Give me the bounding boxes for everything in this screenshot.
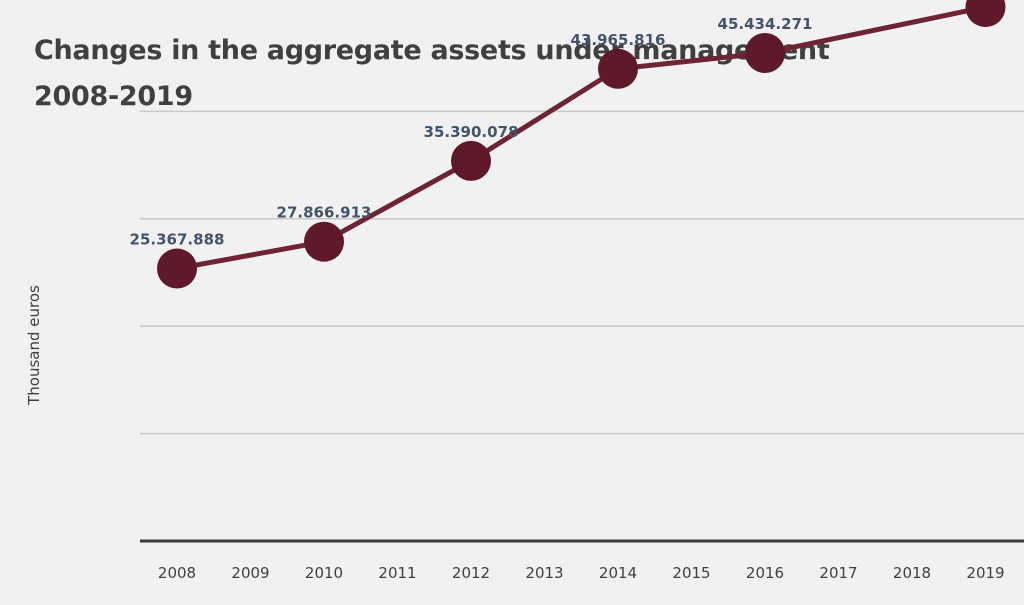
x-tick-label: 2015 bbox=[672, 564, 710, 582]
data-label: 35.390.078 bbox=[424, 123, 519, 141]
chart-title: Changes in the aggregate assets under ma… bbox=[34, 35, 830, 112]
x-tick-label: 2013 bbox=[525, 564, 563, 582]
data-label: 45.434.271 bbox=[718, 15, 813, 33]
x-tick-label: 2011 bbox=[378, 564, 416, 582]
x-tick-label: 2014 bbox=[599, 564, 637, 582]
x-tick-label: 2018 bbox=[893, 564, 931, 582]
data-point-marker bbox=[304, 221, 344, 262]
series-line bbox=[176, 4, 987, 272]
data-point-marker bbox=[451, 140, 491, 181]
data-label: 43.965.816 bbox=[571, 31, 666, 49]
x-tick-label: 2017 bbox=[819, 564, 857, 582]
data-point-marker bbox=[598, 48, 638, 89]
x-tick-label: 2016 bbox=[746, 564, 784, 582]
data-label: 25.367.888 bbox=[130, 231, 225, 249]
x-tick-label: 2019 bbox=[966, 564, 1004, 582]
x-tick-label: 2010 bbox=[305, 564, 343, 582]
data-label: 27.866.913 bbox=[277, 204, 372, 222]
x-tick-label: 2008 bbox=[158, 564, 196, 582]
data-point-marker bbox=[965, 0, 1006, 28]
data-point-marker bbox=[157, 248, 197, 289]
x-tick-label: 2012 bbox=[452, 564, 490, 582]
data-point-marker bbox=[745, 33, 785, 74]
x-tick-label: 2009 bbox=[231, 564, 269, 582]
